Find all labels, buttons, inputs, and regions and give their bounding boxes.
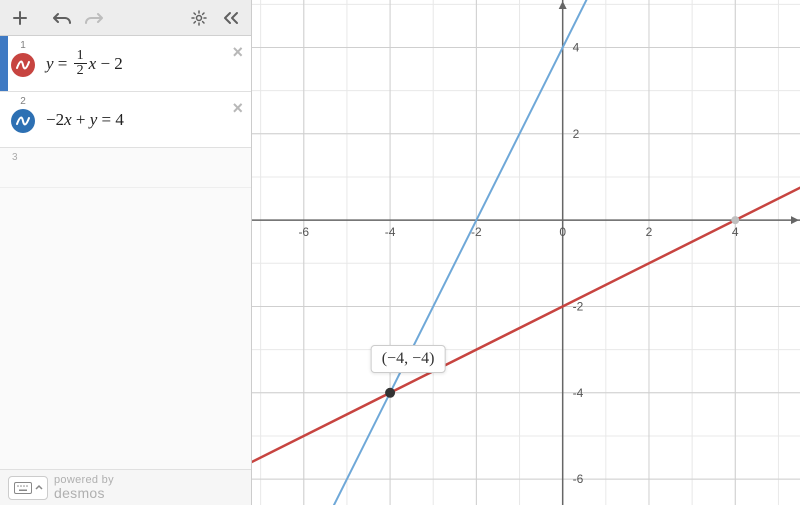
powered-by: powered by desmos xyxy=(54,475,114,500)
chevron-up-icon xyxy=(35,484,43,492)
point-label: (−4, −4) xyxy=(371,345,446,373)
undo-icon xyxy=(53,11,71,25)
expression-panel: 1 y = 1 2 x − 2 × xyxy=(0,0,252,505)
svg-text:-4: -4 xyxy=(385,225,396,239)
expression-row[interactable]: 1 y = 1 2 x − 2 × xyxy=(0,36,251,92)
settings-button[interactable] xyxy=(185,4,213,32)
gear-icon xyxy=(191,10,207,26)
svg-text:0: 0 xyxy=(559,225,566,239)
expression-index: 1 xyxy=(20,40,26,51)
svg-text:4: 4 xyxy=(732,225,739,239)
redo-icon xyxy=(85,11,103,25)
wave-icon xyxy=(16,114,30,128)
svg-text:4: 4 xyxy=(573,40,580,54)
svg-text:2: 2 xyxy=(646,225,653,239)
keyboard-button[interactable] xyxy=(8,476,48,500)
graph-svg: -6-4-2024-6-4-224 xyxy=(252,0,800,505)
expression-color-chip[interactable] xyxy=(11,53,35,77)
undo-button[interactable] xyxy=(48,4,76,32)
delete-expression-button[interactable]: × xyxy=(232,98,243,119)
panel-footer: powered by desmos xyxy=(0,469,251,505)
expression-index: 2 xyxy=(20,96,26,107)
wave-icon xyxy=(16,58,30,72)
collapse-button[interactable] xyxy=(217,4,245,32)
expression-body[interactable]: y = 1 2 x − 2 xyxy=(38,36,251,91)
expression-list: 1 y = 1 2 x − 2 × xyxy=(0,36,251,469)
svg-text:2: 2 xyxy=(573,127,580,141)
expression-color-chip[interactable] xyxy=(11,109,35,133)
empty-expression-row[interactable]: 3 xyxy=(0,148,251,188)
toolbar xyxy=(0,0,251,36)
svg-text:-4: -4 xyxy=(573,386,584,400)
svg-text:-6: -6 xyxy=(573,472,584,486)
svg-text:-6: -6 xyxy=(298,225,309,239)
expression-row[interactable]: 2 −2x + y = 4 × xyxy=(0,92,251,148)
redo-button[interactable] xyxy=(80,4,108,32)
add-button[interactable] xyxy=(6,4,34,32)
graph-area[interactable]: -6-4-2024-6-4-224 (−4, −4) xyxy=(252,0,800,505)
keyboard-icon xyxy=(14,482,32,494)
expression-body[interactable]: −2x + y = 4 xyxy=(38,92,251,147)
delete-expression-button[interactable]: × xyxy=(232,42,243,63)
add-icon xyxy=(13,11,27,25)
chevrons-left-icon xyxy=(223,11,239,25)
